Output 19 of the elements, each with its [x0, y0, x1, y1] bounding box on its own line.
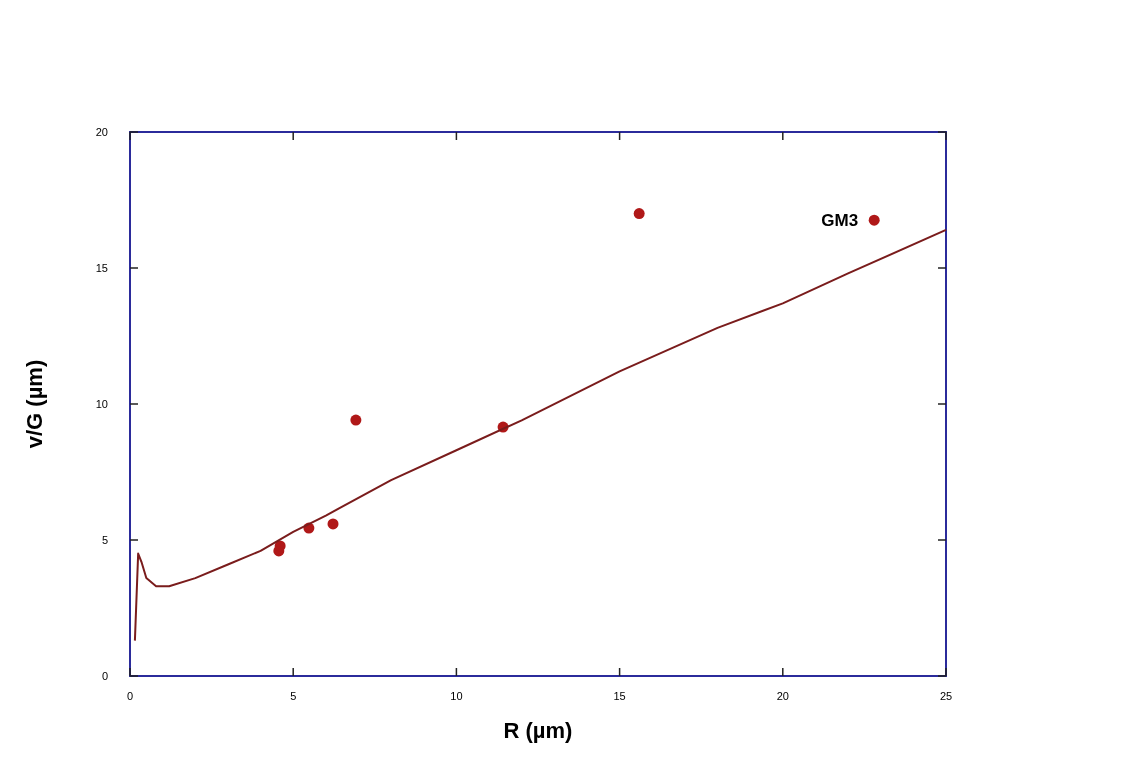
y-axis-title: v/G (µm) [22, 359, 47, 449]
point [350, 414, 362, 426]
x-tick-label: 25 [939, 690, 953, 702]
line-series [133, 228, 947, 642]
x-tick-label: 0 [126, 690, 134, 702]
y-tick-label: 20 [95, 126, 108, 138]
y-tick-label: 5 [101, 534, 108, 546]
x-tick-label: 20 [776, 690, 789, 702]
x-tick-label: 5 [290, 690, 297, 702]
y-tick-label: 10 [95, 398, 108, 410]
point [868, 214, 880, 226]
y-tick-label: 15 [95, 262, 108, 274]
annotation: GM3 [821, 211, 859, 231]
y-tick-label: 0 [101, 670, 108, 682]
point [633, 208, 645, 220]
x-tick-label: 15 [613, 690, 626, 702]
x-axis-title: R (µm) [503, 718, 573, 743]
x-tick-label: 10 [450, 690, 463, 702]
point [327, 518, 339, 530]
